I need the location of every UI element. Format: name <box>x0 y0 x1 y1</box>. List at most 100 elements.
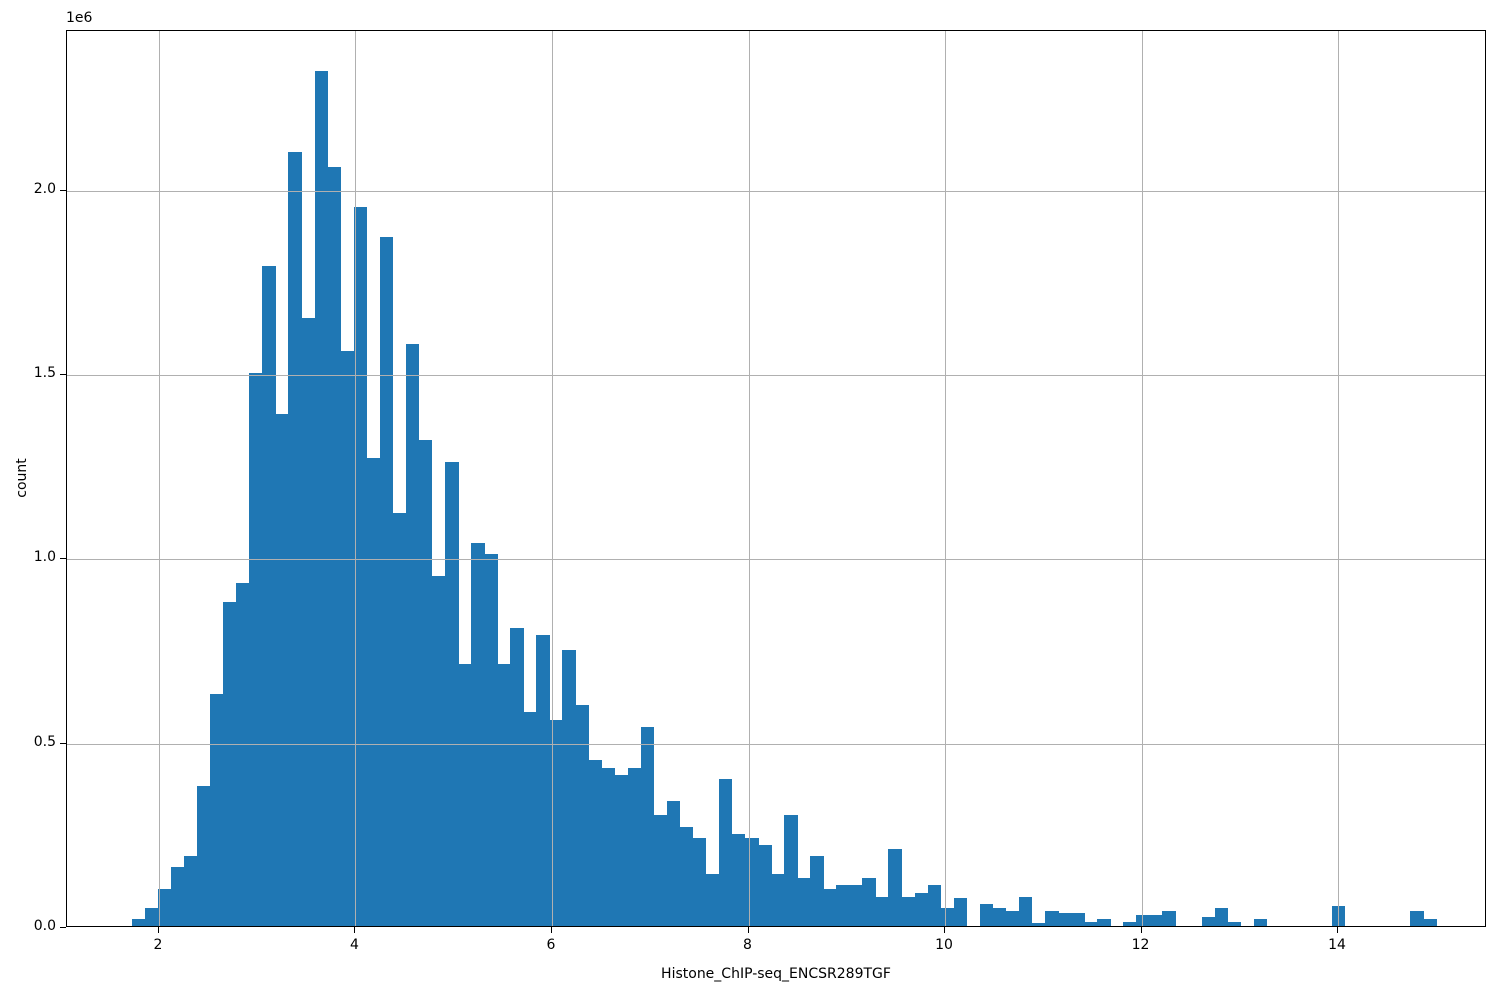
y-tick-label: 2.0 <box>33 180 56 197</box>
histogram-bar <box>1214 907 1229 926</box>
histogram-bar <box>914 892 929 926</box>
x-tick-mark <box>944 927 946 933</box>
histogram-bar <box>1227 922 1242 926</box>
y-axis-offset-label: 1e6 <box>66 10 93 26</box>
histogram-bar <box>1149 914 1163 926</box>
histogram-bar <box>992 907 1007 926</box>
histogram-bar <box>797 878 811 926</box>
histogram-bar <box>1097 918 1111 926</box>
y-gridline <box>67 190 1485 192</box>
x-tick-label: 2 <box>153 937 163 953</box>
x-gridline <box>1141 31 1143 926</box>
histogram-bar <box>679 826 694 926</box>
histogram-bar <box>1005 911 1020 926</box>
x-tick-label: 12 <box>1131 937 1150 953</box>
y-tick-mark <box>60 927 66 928</box>
histogram-bar <box>431 575 446 926</box>
histogram-bar <box>836 885 850 926</box>
y-tick-mark <box>60 189 66 191</box>
histogram-bar <box>1136 914 1150 926</box>
histogram-bar <box>588 760 602 926</box>
histogram-bar <box>314 71 329 926</box>
histogram-bar <box>366 457 381 926</box>
histogram-bar <box>1018 896 1033 926</box>
histogram-bar <box>771 874 785 926</box>
histogram-bar <box>184 855 198 926</box>
histogram-bar <box>953 898 968 926</box>
x-tick-label: 6 <box>546 937 556 953</box>
histogram-bar <box>901 896 916 926</box>
x-tick-label: 8 <box>743 937 752 953</box>
histogram-bar <box>131 918 146 926</box>
histogram-bar <box>353 207 368 926</box>
histogram-bar <box>418 439 433 926</box>
y-tick-label: 1.0 <box>33 549 56 566</box>
histogram-bar <box>1423 919 1437 926</box>
x-tick-mark <box>354 927 356 933</box>
histogram-bar <box>666 800 681 926</box>
histogram-bar <box>1123 922 1137 926</box>
histogram-bar <box>327 166 342 926</box>
histogram-bar <box>875 896 889 926</box>
y-tick-label: 0.5 <box>33 733 56 750</box>
histogram-bar <box>379 236 394 926</box>
histogram-bar <box>1031 923 1046 926</box>
histogram-bar <box>144 907 159 926</box>
histogram-bar <box>536 634 550 926</box>
histogram-bar <box>210 693 224 926</box>
histogram-bar <box>823 889 837 926</box>
x-tick-mark <box>550 927 552 933</box>
x-gridline <box>1338 31 1340 926</box>
histogram-bar <box>784 815 798 926</box>
y-tick-label: 0.0 <box>33 918 56 934</box>
x-tick-mark <box>747 927 749 933</box>
histogram-bar <box>1410 911 1424 926</box>
y-gridline <box>67 375 1485 377</box>
histogram-bar <box>1058 913 1072 926</box>
histogram-bar <box>288 152 302 926</box>
x-gridline <box>355 31 357 926</box>
histogram-bar <box>340 351 355 926</box>
histogram-bar <box>601 767 616 926</box>
histogram-bar <box>927 885 942 926</box>
histogram-bar <box>744 837 759 926</box>
histogram-bar <box>249 373 263 926</box>
histogram-bar <box>653 815 668 926</box>
plot-area <box>66 30 1486 927</box>
histogram-bar <box>862 878 876 926</box>
x-tick-mark <box>1337 927 1339 933</box>
y-tick-label: 1.5 <box>33 365 56 382</box>
histogram-bar <box>627 767 642 926</box>
y-tick-mark <box>60 558 66 560</box>
histogram-bar <box>562 649 576 926</box>
x-tick-label: 14 <box>1328 937 1346 953</box>
histogram-bar <box>405 343 420 926</box>
x-gridline <box>551 31 553 926</box>
histogram-bar <box>510 627 524 926</box>
x-gridline <box>748 31 750 926</box>
histogram-bar <box>158 889 172 926</box>
histogram-bar <box>940 907 955 926</box>
histogram-bar <box>640 727 655 926</box>
histogram-bar <box>731 833 746 926</box>
histogram-bar <box>458 664 472 926</box>
x-tick-mark <box>157 927 159 933</box>
histogram-bar <box>523 712 537 926</box>
histogram-bar <box>575 704 589 926</box>
histogram-bar <box>471 542 485 926</box>
histogram-bar <box>979 903 994 926</box>
y-tick-mark <box>60 742 66 744</box>
histogram-bar <box>718 778 733 926</box>
histogram-bar <box>888 848 902 926</box>
y-axis-label: count <box>14 458 30 498</box>
histogram-bar <box>1201 916 1216 926</box>
histogram-bar <box>1044 911 1059 926</box>
histogram-bar <box>1071 913 1085 926</box>
x-tick-mark <box>1140 927 1142 933</box>
y-gridline <box>67 559 1485 561</box>
x-tick-label: 4 <box>350 937 359 953</box>
x-axis-label: Histone_ChIP-seq_ENCSR289TGF <box>661 966 891 982</box>
histogram-bar <box>236 583 250 926</box>
histogram-bar <box>171 867 185 926</box>
